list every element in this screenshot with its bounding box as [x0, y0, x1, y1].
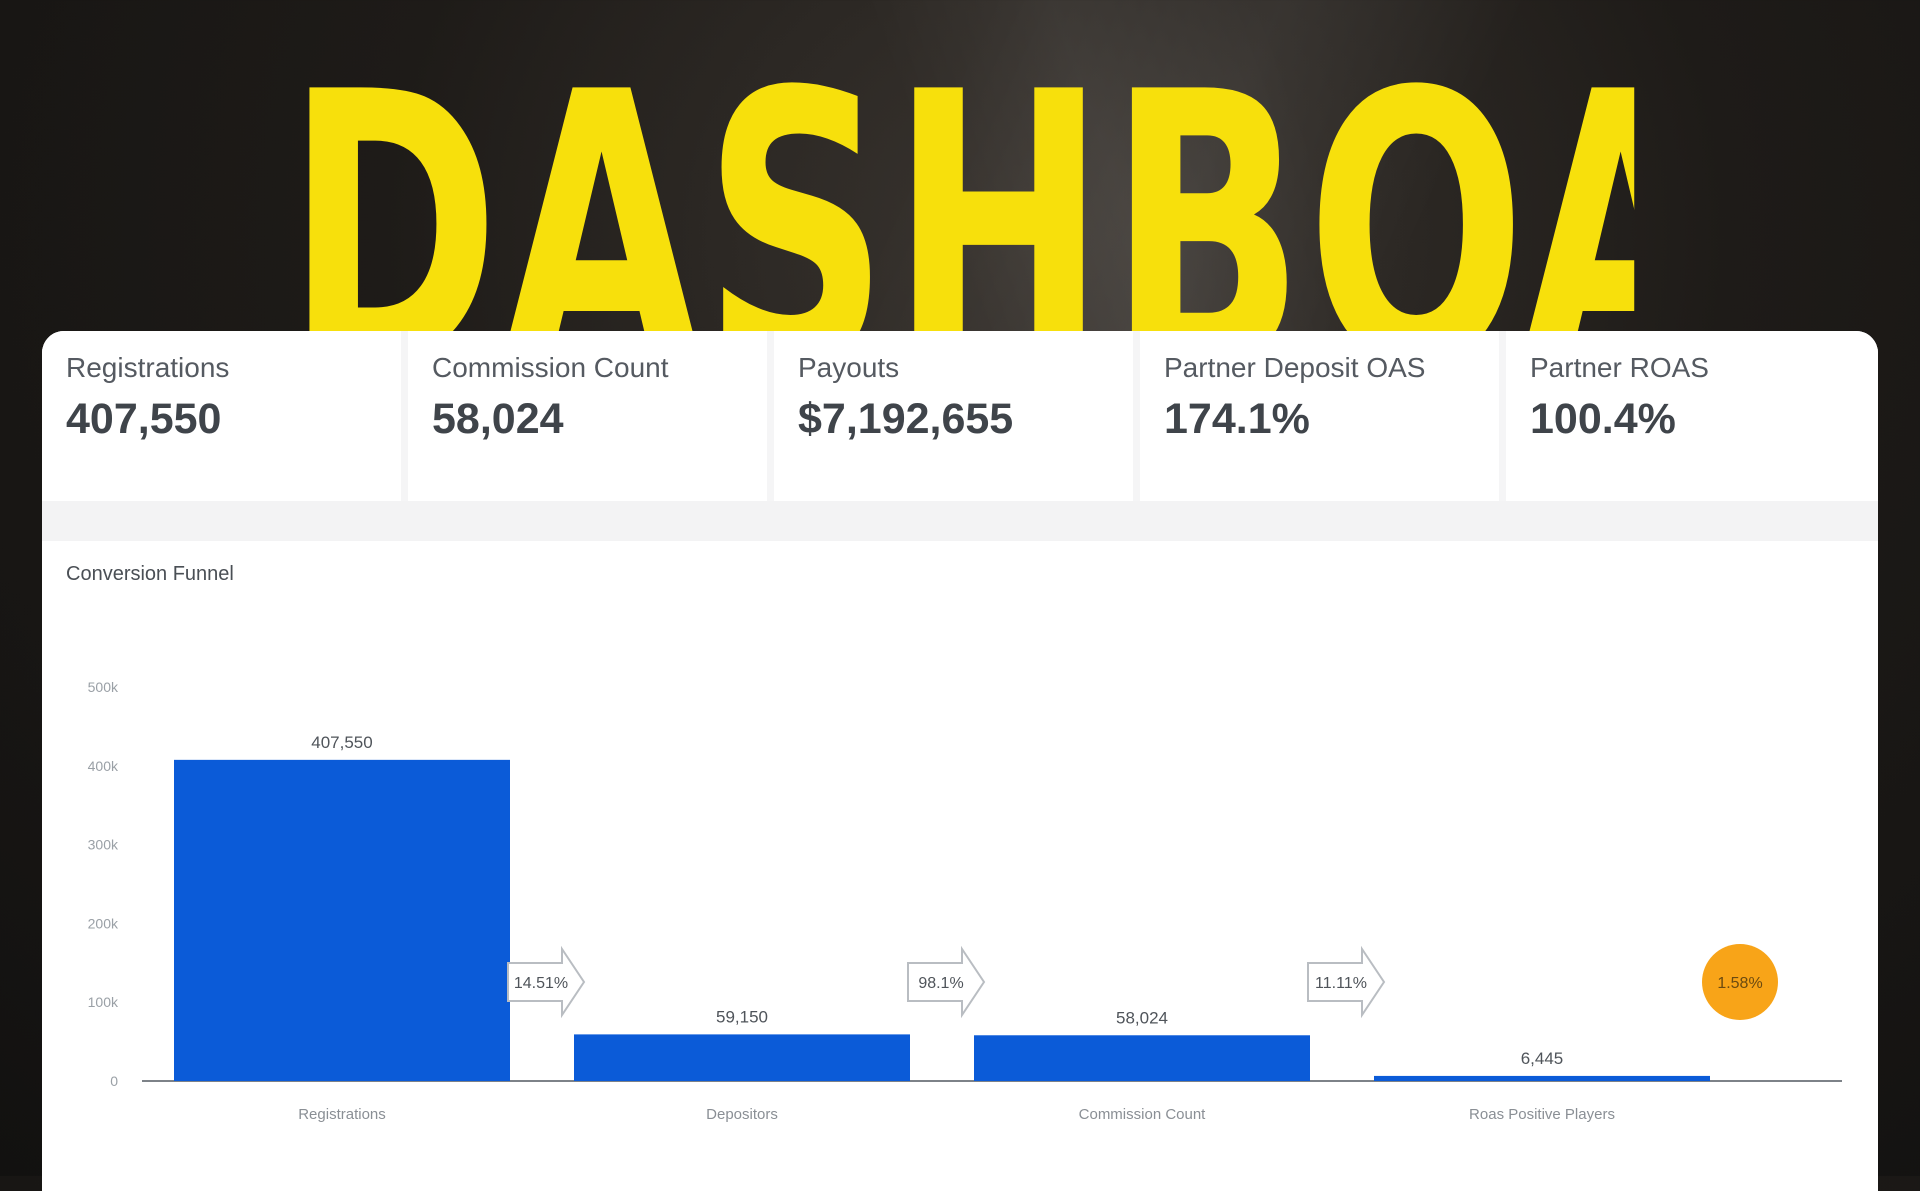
kpi-label: Payouts: [798, 352, 900, 383]
bar: [974, 1035, 1310, 1081]
bar-value-label: 6,445: [1521, 1049, 1564, 1068]
kpi-payouts[interactable]: Payouts $7,192,655: [774, 331, 1133, 501]
conversion-arrow: [907, 945, 986, 1019]
y-tick-label: 200k: [88, 915, 119, 931]
conversion-rate-label: 14.51%: [514, 975, 568, 992]
bar: [174, 759, 510, 1081]
bar: [574, 1034, 910, 1081]
kpi-label: Partner Deposit OAS: [1164, 352, 1426, 383]
chart-title: Conversion Funnel: [66, 563, 234, 585]
conversion-arrow: [1307, 945, 1386, 1019]
kpi-value: 58,024: [432, 395, 564, 443]
kpi-value: $7,192,655: [798, 395, 1014, 443]
x-tick-label: Depositors: [706, 1106, 778, 1123]
y-tick-label: 500k: [88, 679, 119, 695]
kpi-label: Commission Count: [432, 352, 669, 383]
overall-rate-badge: [1702, 944, 1778, 1020]
kpi-label: Partner ROAS: [1530, 352, 1709, 383]
kpi-commission-count[interactable]: Commission Count 58,024: [408, 331, 767, 501]
bar: [1374, 1075, 1710, 1081]
y-tick-label: 400k: [88, 758, 119, 774]
x-tick-label: Commission Count: [1079, 1106, 1207, 1123]
y-tick-label: 0: [110, 1073, 118, 1089]
conversion-funnel-chart: 0 100k 200k 300k 400k 500k 407,550 Registration…: [88, 679, 1842, 1123]
kpi-value: 407,550: [66, 395, 222, 443]
conversion-rate-label: 98.1%: [918, 975, 963, 992]
section-divider: [42, 501, 1878, 541]
kpi-value: 174.1%: [1164, 395, 1310, 443]
overall-rate-label: 1.58%: [1717, 975, 1762, 992]
dashboard-card: Registrations 407,550 Commission Count 5…: [42, 331, 1878, 1191]
bar-value-label: 407,550: [311, 733, 372, 752]
conversion-rate-label: 11.11%: [1315, 975, 1367, 992]
conversion-funnel-panel: Conversion Funnel 0 100k 200k 300k 400k 500k 4…: [42, 541, 1878, 1191]
y-tick-label: 300k: [88, 837, 119, 853]
kpi-value: 100.4%: [1530, 395, 1676, 443]
kpi-registrations[interactable]: Registrations 407,550: [42, 331, 401, 501]
kpi-partner-deposit-oas[interactable]: Partner Deposit OAS 174.1%: [1140, 331, 1499, 501]
x-tick-label: Registrations: [298, 1106, 386, 1123]
bar-value-label: 59,150: [716, 1007, 768, 1026]
conversion-arrow: [507, 945, 586, 1019]
kpi-label: Registrations: [66, 352, 230, 383]
y-tick-label: 100k: [88, 994, 119, 1010]
kpi-partner-roas[interactable]: Partner ROAS 100.4%: [1506, 331, 1878, 501]
kpi-row: Registrations 407,550 Commission Count 5…: [42, 331, 1878, 501]
bar-value-label: 58,024: [1116, 1008, 1168, 1027]
x-tick-label: Roas Positive Players: [1469, 1106, 1615, 1123]
